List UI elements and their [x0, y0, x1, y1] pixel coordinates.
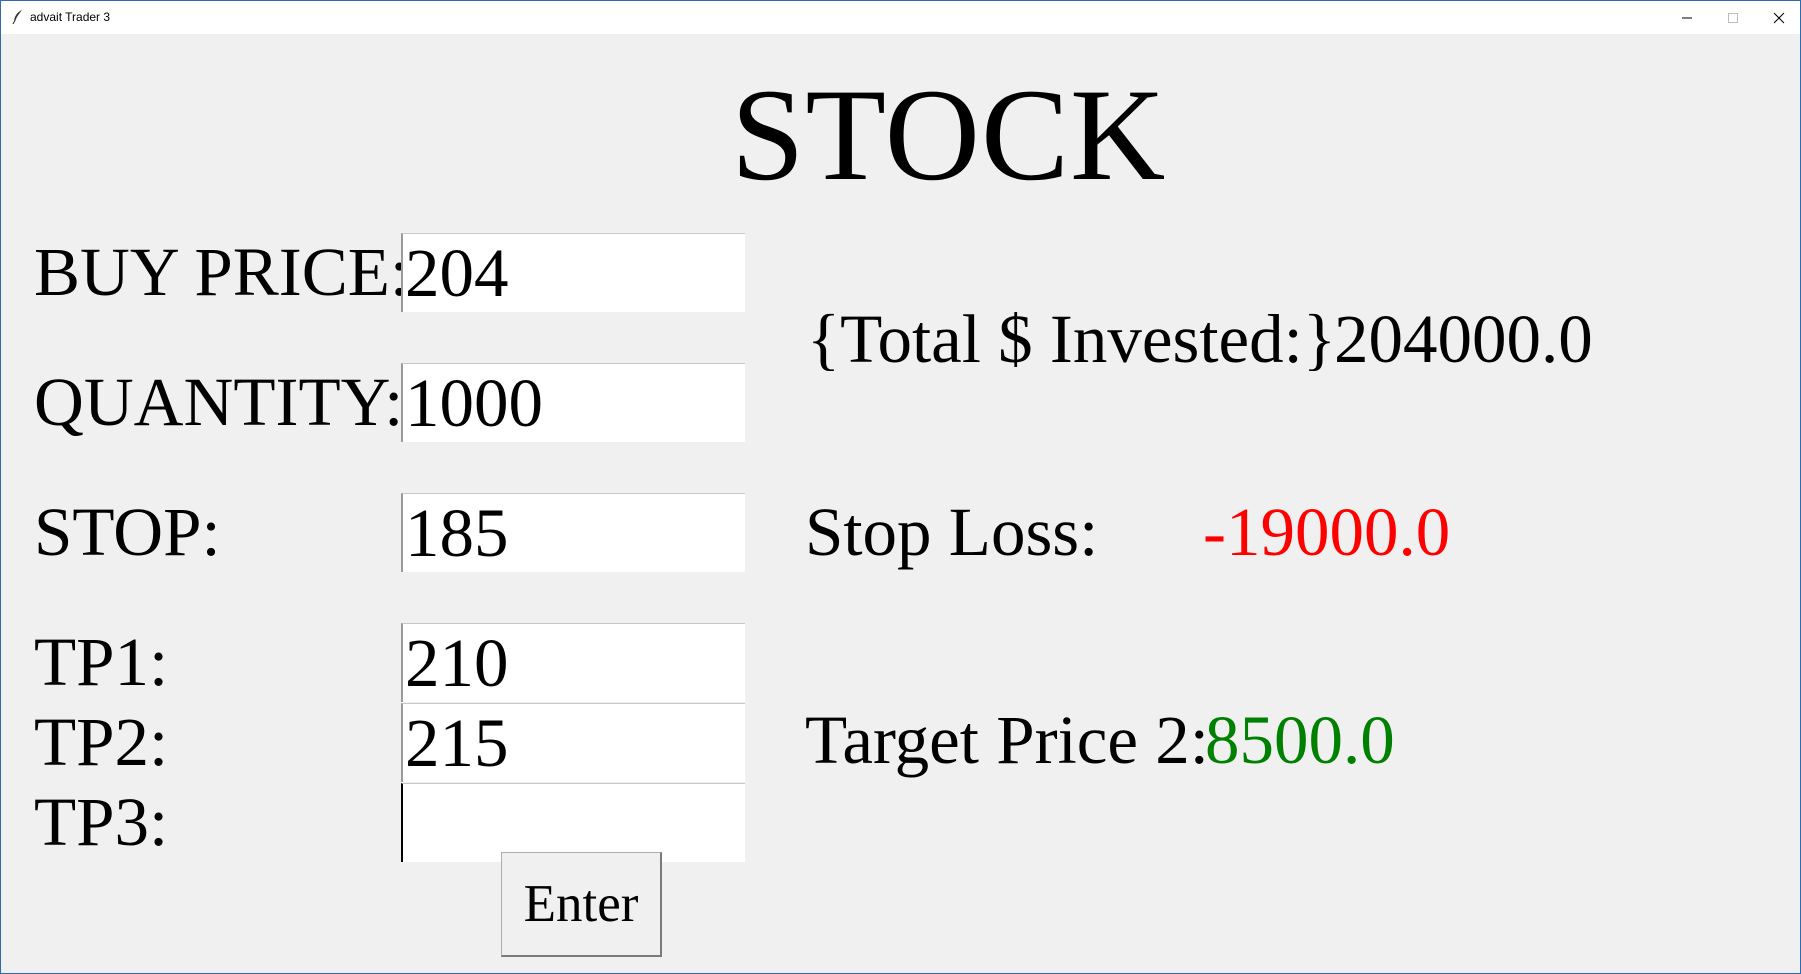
- stop-loss-label: Stop Loss:: [805, 494, 1099, 570]
- title-bar[interactable]: advait Trader 3: [1, 1, 1800, 34]
- buy-price-input[interactable]: [401, 233, 745, 312]
- window-title: advait Trader 3: [30, 10, 111, 24]
- stop-label: STOP:: [34, 494, 221, 570]
- total-invested-value: 204000.0: [1334, 301, 1593, 377]
- feather-icon: [11, 9, 25, 25]
- page-title: STOCK: [731, 61, 1167, 208]
- buy-price-label: BUY PRICE:: [34, 234, 410, 310]
- target-price-value: 8500.0: [1205, 702, 1395, 778]
- tp2-input[interactable]: [401, 703, 745, 782]
- enter-button[interactable]: Enter: [501, 852, 662, 957]
- quantity-input[interactable]: [401, 363, 745, 442]
- close-button[interactable]: [1756, 1, 1800, 34]
- minimize-icon: [1682, 17, 1692, 19]
- tp1-input[interactable]: [401, 623, 745, 702]
- maximize-button[interactable]: [1710, 1, 1756, 34]
- main-content: STOCK BUY PRICE: QUANTITY: STOP: TP1: TP…: [1, 34, 1800, 973]
- total-invested-label: {Total $ Invested:}: [807, 301, 1336, 377]
- tp1-label: TP1:: [34, 624, 169, 700]
- stop-loss-value: -19000.0: [1203, 494, 1451, 570]
- close-icon: [1773, 12, 1785, 24]
- stop-input[interactable]: [401, 493, 745, 572]
- tp3-input[interactable]: [401, 783, 745, 862]
- quantity-label: QUANTITY:: [34, 364, 404, 440]
- tp3-label: TP3:: [34, 784, 169, 860]
- target-price-label: Target Price 2:: [805, 702, 1209, 778]
- minimize-button[interactable]: [1664, 1, 1710, 34]
- maximize-icon: [1728, 13, 1738, 23]
- tp2-label: TP2:: [34, 704, 169, 780]
